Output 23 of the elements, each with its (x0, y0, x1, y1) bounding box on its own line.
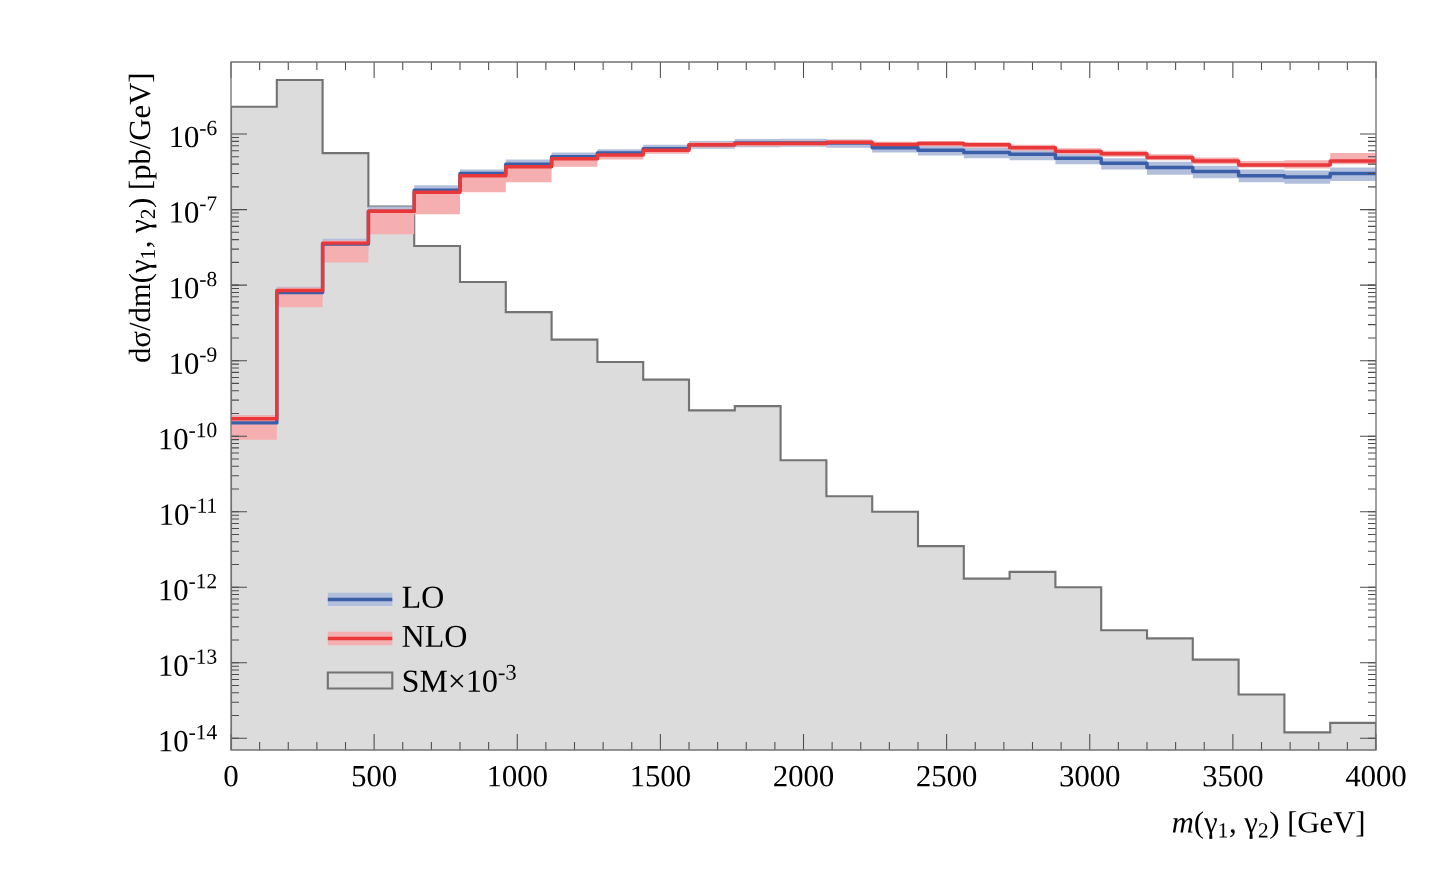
x-tick-label: 3500 (1203, 765, 1263, 787)
x-tick-label: 3000 (1060, 765, 1120, 787)
x-tick-label: 0 (224, 765, 238, 787)
y-tick-label: 10$^{-12}$ (160, 573, 217, 601)
x-tick-label: 4000 (1345, 765, 1406, 787)
x-tick-label: 500 (352, 765, 396, 787)
y-tick-label: 10$^{-8}$ (171, 271, 217, 299)
y-tick-label: 10$^{-10}$ (160, 422, 217, 450)
legend-label: SM×10$^{-3}$ (403, 664, 516, 692)
y-axis-title: dσ/dm(γ$_{1}$, γ$_{2}$) [pb/GeV] (128, 74, 157, 362)
legend-label: LO (402, 586, 443, 609)
y-tick-label: 10$^{-11}$ (161, 498, 216, 525)
y-tick-label: 10$^{-13}$ (160, 649, 217, 677)
x-tick-label: 1000 (489, 765, 547, 787)
y-tick-label: 10$^{-6}$ (171, 120, 217, 148)
y-tick-label: 10$^{-14}$ (160, 725, 217, 752)
x-axis-title: m(γ$_{1}$, γ$_{2}$) [GeV] (1172, 811, 1364, 839)
x-tick-label: 2000 (774, 765, 834, 787)
legend-label: NLO (402, 625, 467, 648)
y-tick-label: 10$^{-7}$ (171, 196, 217, 223)
x-tick-label: 1500 (632, 765, 690, 787)
x-tick-label: 2500 (917, 765, 977, 787)
y-tick-label: 10$^{-9}$ (171, 347, 217, 374)
